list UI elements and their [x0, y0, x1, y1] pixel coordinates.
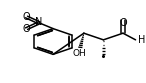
Text: OH: OH	[73, 49, 87, 58]
Text: O: O	[119, 18, 127, 28]
Text: O: O	[23, 24, 30, 34]
Text: H: H	[138, 35, 146, 45]
Text: N: N	[35, 17, 43, 27]
Text: O: O	[23, 12, 30, 22]
